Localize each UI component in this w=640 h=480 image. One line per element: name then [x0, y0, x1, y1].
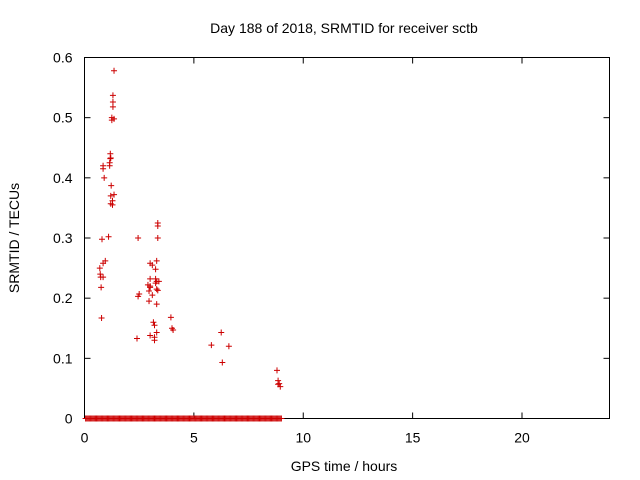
data-point — [170, 327, 177, 334]
data-point — [147, 332, 154, 339]
data-point — [136, 290, 143, 297]
data-point — [153, 286, 160, 293]
data-point — [102, 257, 109, 264]
data-point — [155, 278, 162, 285]
y-tick-label: 0.1 — [53, 350, 73, 366]
data-point — [111, 115, 118, 122]
data-point — [98, 284, 105, 291]
data-point — [153, 329, 160, 336]
data-point — [100, 165, 107, 172]
data-point — [208, 342, 215, 349]
x-tick-label: 10 — [295, 430, 311, 446]
data-point — [218, 329, 225, 336]
data-point — [106, 159, 113, 166]
data-point — [101, 174, 108, 181]
data-point — [167, 314, 174, 321]
y-tick-label: 0 — [65, 411, 73, 427]
data-point — [134, 335, 140, 342]
data-point — [111, 67, 118, 74]
data-point — [100, 274, 107, 281]
data-point — [154, 222, 161, 229]
data-point — [151, 322, 158, 329]
y-tick-label: 0.4 — [53, 170, 73, 186]
y-tick-label: 0.6 — [53, 50, 73, 66]
data-point — [151, 337, 158, 344]
data-point — [154, 287, 161, 294]
x-axis-label: GPS time / hours — [291, 458, 398, 474]
y-tick-label: 0.3 — [53, 230, 73, 246]
data-point — [274, 367, 280, 374]
zero-baseline-point — [278, 415, 285, 422]
data-point — [108, 182, 115, 189]
data-point — [219, 359, 226, 366]
data-point — [147, 283, 154, 290]
x-tick-label: 20 — [514, 430, 530, 446]
data-point — [147, 275, 154, 282]
data-point — [109, 92, 116, 99]
chart-title: Day 188 of 2018, SRMTID for receiver sct… — [210, 20, 478, 36]
x-tick-label: 15 — [405, 430, 421, 446]
data-point — [154, 235, 161, 241]
data-point — [149, 292, 156, 299]
data-point — [107, 154, 114, 161]
data-point — [149, 262, 156, 269]
data-point — [96, 265, 103, 272]
y-tick-label: 0.2 — [53, 290, 73, 306]
data-point — [99, 236, 105, 243]
data-point — [146, 287, 153, 294]
data-point — [105, 233, 112, 240]
data-point — [111, 191, 118, 198]
data-points — [82, 67, 285, 422]
data-point — [146, 298, 153, 305]
data-point — [277, 383, 284, 390]
data-point — [153, 301, 160, 308]
axis-ticks: 0 0.1 0.2 0.3 0.4 0.5 0.6 0 5 10 15 20 — [53, 50, 610, 446]
y-tick-label: 0.5 — [53, 110, 73, 126]
x-tick-label: 5 — [190, 430, 198, 446]
data-point — [153, 257, 160, 264]
plot-area-frame — [84, 57, 610, 419]
data-point — [107, 192, 114, 199]
data-point — [135, 235, 142, 241]
y-axis-label: SRMTID / TECUs — [6, 183, 22, 293]
data-point — [98, 315, 105, 322]
data-point — [150, 319, 157, 326]
data-point — [152, 266, 159, 273]
data-point — [276, 380, 283, 387]
data-point — [225, 343, 232, 350]
data-point — [109, 201, 116, 208]
data-point — [109, 103, 116, 110]
x-tick-label: 0 — [81, 430, 89, 446]
